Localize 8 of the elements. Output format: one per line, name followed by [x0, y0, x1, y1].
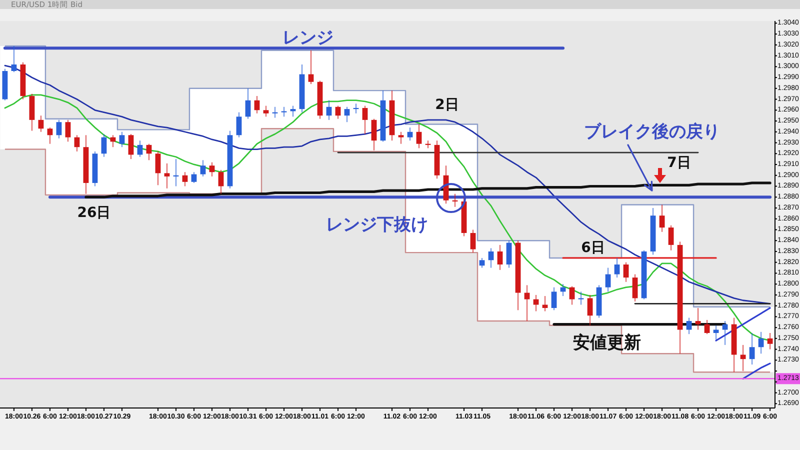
- annotation: レンジ下抜け: [326, 215, 428, 235]
- annotation: 26日: [77, 205, 111, 221]
- annotation: ブレイク後の戻り: [584, 122, 720, 142]
- annotation: 6日: [581, 240, 605, 256]
- annotation: 2日: [435, 97, 459, 113]
- annotation: 安値更新: [573, 333, 641, 353]
- annotation: 7日: [667, 155, 691, 171]
- annotation: レンジ: [282, 28, 334, 48]
